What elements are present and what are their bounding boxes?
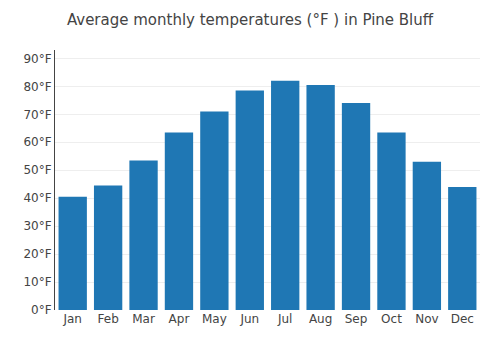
svg-text:0°F: 0°F (31, 303, 52, 317)
svg-text:Jul: Jul (277, 312, 292, 326)
svg-text:20°F: 20°F (23, 247, 51, 261)
svg-text:Aug: Aug (309, 312, 332, 326)
svg-text:Jun: Jun (239, 312, 259, 326)
svg-text:Sep: Sep (345, 312, 368, 326)
svg-text:Average monthly temperatures (: Average monthly temperatures (°F ) in Pi… (67, 11, 434, 29)
svg-text:10°F: 10°F (23, 275, 51, 289)
svg-text:50°F: 50°F (23, 163, 51, 177)
svg-text:Nov: Nov (415, 312, 438, 326)
svg-text:60°F: 60°F (23, 135, 51, 149)
svg-text:Jan: Jan (62, 312, 82, 326)
svg-text:80°F: 80°F (23, 80, 51, 94)
svg-text:70°F: 70°F (23, 108, 51, 122)
svg-text:May: May (202, 312, 227, 326)
svg-text:Oct: Oct (381, 312, 402, 326)
svg-text:90°F: 90°F (23, 52, 51, 66)
svg-text:Apr: Apr (169, 312, 190, 326)
svg-text:40°F: 40°F (23, 191, 51, 205)
svg-text:Feb: Feb (98, 312, 119, 326)
svg-text:30°F: 30°F (23, 219, 51, 233)
svg-text:Mar: Mar (132, 312, 155, 326)
svg-text:Dec: Dec (451, 312, 474, 326)
